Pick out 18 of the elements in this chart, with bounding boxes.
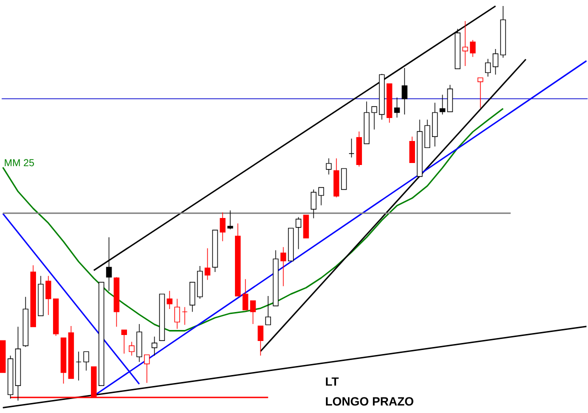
candlestick bbox=[76, 352, 82, 382]
candlestick bbox=[197, 266, 203, 300]
candlestick bbox=[114, 276, 120, 328]
candlestick bbox=[152, 336, 158, 356]
candlestick bbox=[394, 97, 400, 118]
candlestick bbox=[227, 210, 234, 230]
candlestick bbox=[432, 102, 438, 148]
candlestick bbox=[334, 158, 340, 198]
candlestick bbox=[348, 138, 354, 158]
candlestick bbox=[402, 68, 408, 116]
candlestick bbox=[462, 20, 468, 67]
annotation: LONGO PRAZO bbox=[326, 397, 414, 406]
candlestick bbox=[356, 131, 362, 168]
candlestick bbox=[22, 296, 28, 348]
candlestick bbox=[296, 217, 302, 250]
candlestick bbox=[204, 248, 210, 280]
annotation: LT bbox=[326, 378, 339, 386]
series-label: MM 25 bbox=[4, 159, 34, 166]
